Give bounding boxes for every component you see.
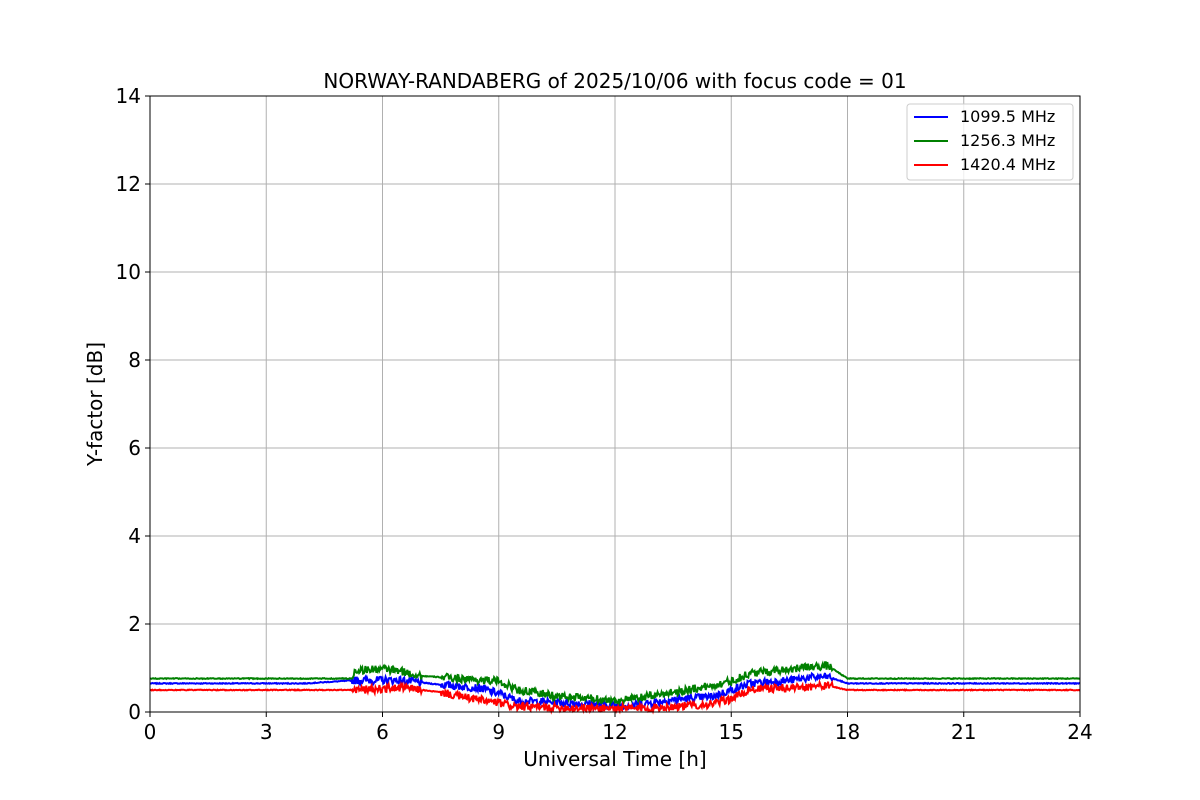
x-tick-label: 24 <box>1067 720 1092 744</box>
y-tick-label: 2 <box>128 612 141 636</box>
legend-label-1420: 1420.4 MHz <box>960 155 1055 174</box>
y-tick-label: 4 <box>128 524 141 548</box>
x-tick-label: 9 <box>492 720 505 744</box>
y-axis-label: Y-factor [dB] <box>83 342 107 467</box>
y-tick-label: 0 <box>128 700 141 724</box>
chart-title: NORWAY-RANDABERG of 2025/10/06 with focu… <box>323 69 906 93</box>
y-tick-label: 10 <box>116 260 141 284</box>
x-tick-label: 12 <box>602 720 627 744</box>
y-tick-label: 14 <box>116 84 141 108</box>
grid <box>149 95 1081 713</box>
x-tick-label: 18 <box>835 720 860 744</box>
legend-box <box>906 103 1074 181</box>
series-line-1256.3 <box>149 660 1081 707</box>
y-tick-label: 6 <box>128 436 141 460</box>
y-tick-label: 12 <box>116 172 141 196</box>
series-layer <box>149 660 1081 715</box>
x-tick-label: 6 <box>376 720 389 744</box>
x-tick-label: 15 <box>719 720 744 744</box>
y-tick-label: 8 <box>128 348 141 372</box>
x-tick-label: 3 <box>260 720 273 744</box>
x-axis-label: Universal Time [h] <box>523 747 706 771</box>
x-tick-label: 21 <box>951 720 976 744</box>
legend: 1099.5 MHz 1256.3 MHz 1420.4 MHz <box>906 103 1074 181</box>
x-tick-label: 0 <box>144 720 157 744</box>
series-line-1420.4 <box>149 678 1081 715</box>
legend-label-1099: 1099.5 MHz <box>960 107 1055 126</box>
legend-label-1256: 1256.3 MHz <box>960 131 1055 150</box>
